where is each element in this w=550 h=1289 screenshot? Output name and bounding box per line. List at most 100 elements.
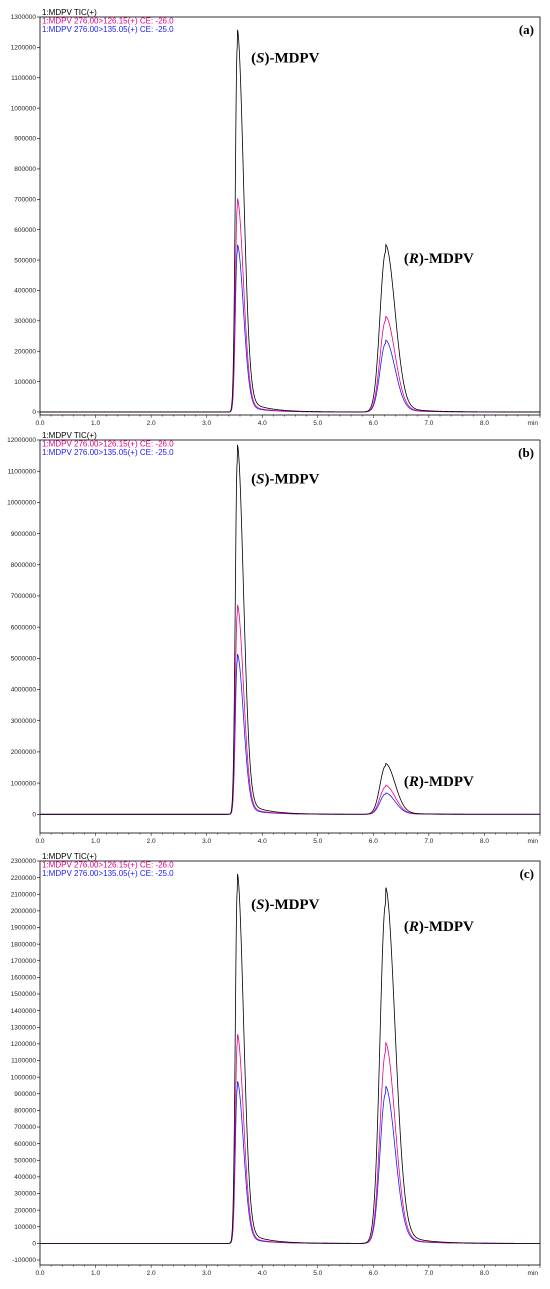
peak-label-0: (S)-MDPV [251, 897, 319, 913]
x-tick-label: 8.0 [480, 1270, 489, 1277]
peak-label-italic: S [256, 51, 264, 67]
peak-label-prefix: ( [404, 919, 409, 935]
x-tick-label: 3.0 [202, 838, 211, 845]
chromatogram-panel-0: 0 100000 200000 300000 400000 500000 600000 700… [11, 8, 541, 427]
y-tick-label: 200000 [14, 348, 36, 355]
y-tick-label: 1900000 [11, 925, 37, 932]
y-tick-label: 12000000 [7, 437, 36, 444]
y-tick-label: 1200000 [11, 45, 37, 52]
peak-label-prefix: ( [251, 472, 256, 488]
y-tick-label: 1500000 [11, 991, 37, 998]
peak-label-prefix: ( [251, 897, 256, 913]
y-tick-label: 600000 [14, 227, 36, 234]
legend-entry-0: 1:MDPV TIC(+) [42, 431, 97, 440]
y-tick-label: 2000000 [11, 908, 37, 915]
plot-frame [39, 439, 541, 834]
peak-label-suffix: )-MDPV [264, 897, 319, 913]
series-trace-0 [40, 873, 540, 1244]
y-tick-label: 3000000 [11, 718, 37, 725]
y-tick-label: 11000000 [8, 468, 37, 475]
y-tick-label: 900000 [14, 1091, 36, 1098]
y-tick-label: 500000 [14, 1157, 36, 1164]
y-tick-label: 10000000 [7, 500, 36, 507]
series-trace-1 [40, 198, 540, 413]
y-tick-label: 4000000 [11, 687, 37, 694]
y-tick-label: 600000 [14, 1141, 36, 1148]
peak-label-prefix: ( [404, 251, 409, 267]
y-tick-label: 2300000 [11, 858, 37, 865]
y-tick-label: 1700000 [11, 958, 37, 965]
y-tick-label: 2200000 [11, 875, 37, 882]
chromatogram-panel-1: 0 1000000 2000000 3000000 4000000 5000000 6000… [7, 431, 541, 845]
peak-label-prefix: ( [404, 774, 409, 790]
y-tick-label: 1300000 [11, 1024, 37, 1031]
x-tick-label: 0.0 [35, 420, 44, 427]
peak-label-italic: R [408, 774, 419, 790]
y-tick-label: 8000000 [11, 562, 37, 569]
peak-label-suffix: )-MDPV [264, 472, 319, 488]
x-axis-unit-label: min [528, 838, 539, 845]
y-tick-label: 300000 [14, 318, 36, 325]
y-tick-label: 1400000 [11, 1008, 37, 1015]
y-tick-label: 500000 [14, 257, 36, 264]
x-tick-label: 2.0 [147, 420, 156, 427]
plot-frame [39, 16, 541, 416]
legend-entry-1: 1:MDPV 276.00>126.15(+) CE: -26.0 [42, 861, 174, 870]
y-tick-label: 900000 [14, 136, 36, 143]
x-tick-label: 3.0 [202, 420, 211, 427]
chromatogram-panel-2: -100000 0 100000 200000 300000 400000 500000 60… [11, 852, 541, 1277]
y-tick-label: 800000 [14, 166, 36, 173]
y-tick-label: 1300000 [11, 14, 37, 21]
y-tick-label: 1800000 [11, 941, 37, 948]
panel-label: (a) [519, 22, 534, 37]
y-tick-label: 1000000 [11, 105, 37, 112]
y-tick-label: 400000 [14, 1174, 36, 1181]
x-tick-label: 8.0 [480, 838, 489, 845]
x-tick-label: 5.0 [313, 838, 322, 845]
legend-entry-1: 1:MDPV 276.00>126.15(+) CE: -26.0 [42, 17, 174, 26]
y-tick-label: 400000 [14, 288, 36, 295]
y-tick-label: 100000 [14, 379, 36, 386]
y-tick-label: 0 [32, 409, 36, 416]
panel-label: (b) [518, 445, 534, 460]
x-tick-label: 0.0 [35, 1270, 44, 1277]
y-tick-label: 0 [32, 811, 36, 818]
series-trace-0 [40, 29, 540, 413]
y-tick-label: 1100000 [11, 75, 36, 82]
x-axis-unit-label: min [528, 1270, 539, 1277]
y-tick-label: 200000 [14, 1207, 36, 1214]
x-tick-label: 2.0 [147, 838, 156, 845]
x-tick-label: 5.0 [313, 420, 322, 427]
series-trace-0 [40, 444, 540, 815]
peak-label-italic: R [408, 919, 419, 935]
x-tick-label: 6.0 [369, 1270, 378, 1277]
y-tick-label: 700000 [14, 1124, 36, 1131]
y-tick-label: 800000 [14, 1108, 36, 1115]
x-tick-label: 8.0 [480, 420, 489, 427]
legend-entry-2: 1:MDPV 276.00>135.05(+) CE: -25.0 [42, 25, 174, 34]
series-trace-1 [40, 1034, 540, 1244]
peak-label-suffix: )-MDPV [419, 919, 474, 935]
x-tick-label: 7.0 [424, 1270, 433, 1277]
x-axis-unit-label: min [528, 420, 539, 427]
y-tick-label: 5000000 [11, 656, 37, 663]
y-tick-label: -100000 [12, 1257, 36, 1264]
x-tick-label: 3.0 [202, 1270, 211, 1277]
x-tick-label: 7.0 [424, 420, 433, 427]
y-tick-label: 1000000 [11, 780, 37, 787]
y-tick-label: 300000 [14, 1191, 36, 1198]
y-tick-label: 6000000 [11, 624, 37, 631]
legend-entry-0: 1:MDPV TIC(+) [42, 852, 97, 861]
y-tick-label: 100000 [14, 1224, 36, 1231]
x-tick-label: 6.0 [369, 838, 378, 845]
legend-entry-1: 1:MDPV 276.00>126.15(+) CE: -26.0 [42, 440, 174, 449]
y-tick-label: 2100000 [11, 891, 37, 898]
peak-label-suffix: )-MDPV [264, 51, 319, 67]
y-tick-label: 1600000 [11, 975, 37, 982]
series-trace-2 [40, 1081, 540, 1244]
peak-label-suffix: )-MDPV [419, 774, 474, 790]
y-tick-label: 7000000 [11, 593, 37, 600]
y-tick-label: 1000000 [11, 1074, 37, 1081]
peak-label-1: (R)-MDPV [404, 919, 474, 935]
x-tick-label: 1.0 [91, 420, 100, 427]
